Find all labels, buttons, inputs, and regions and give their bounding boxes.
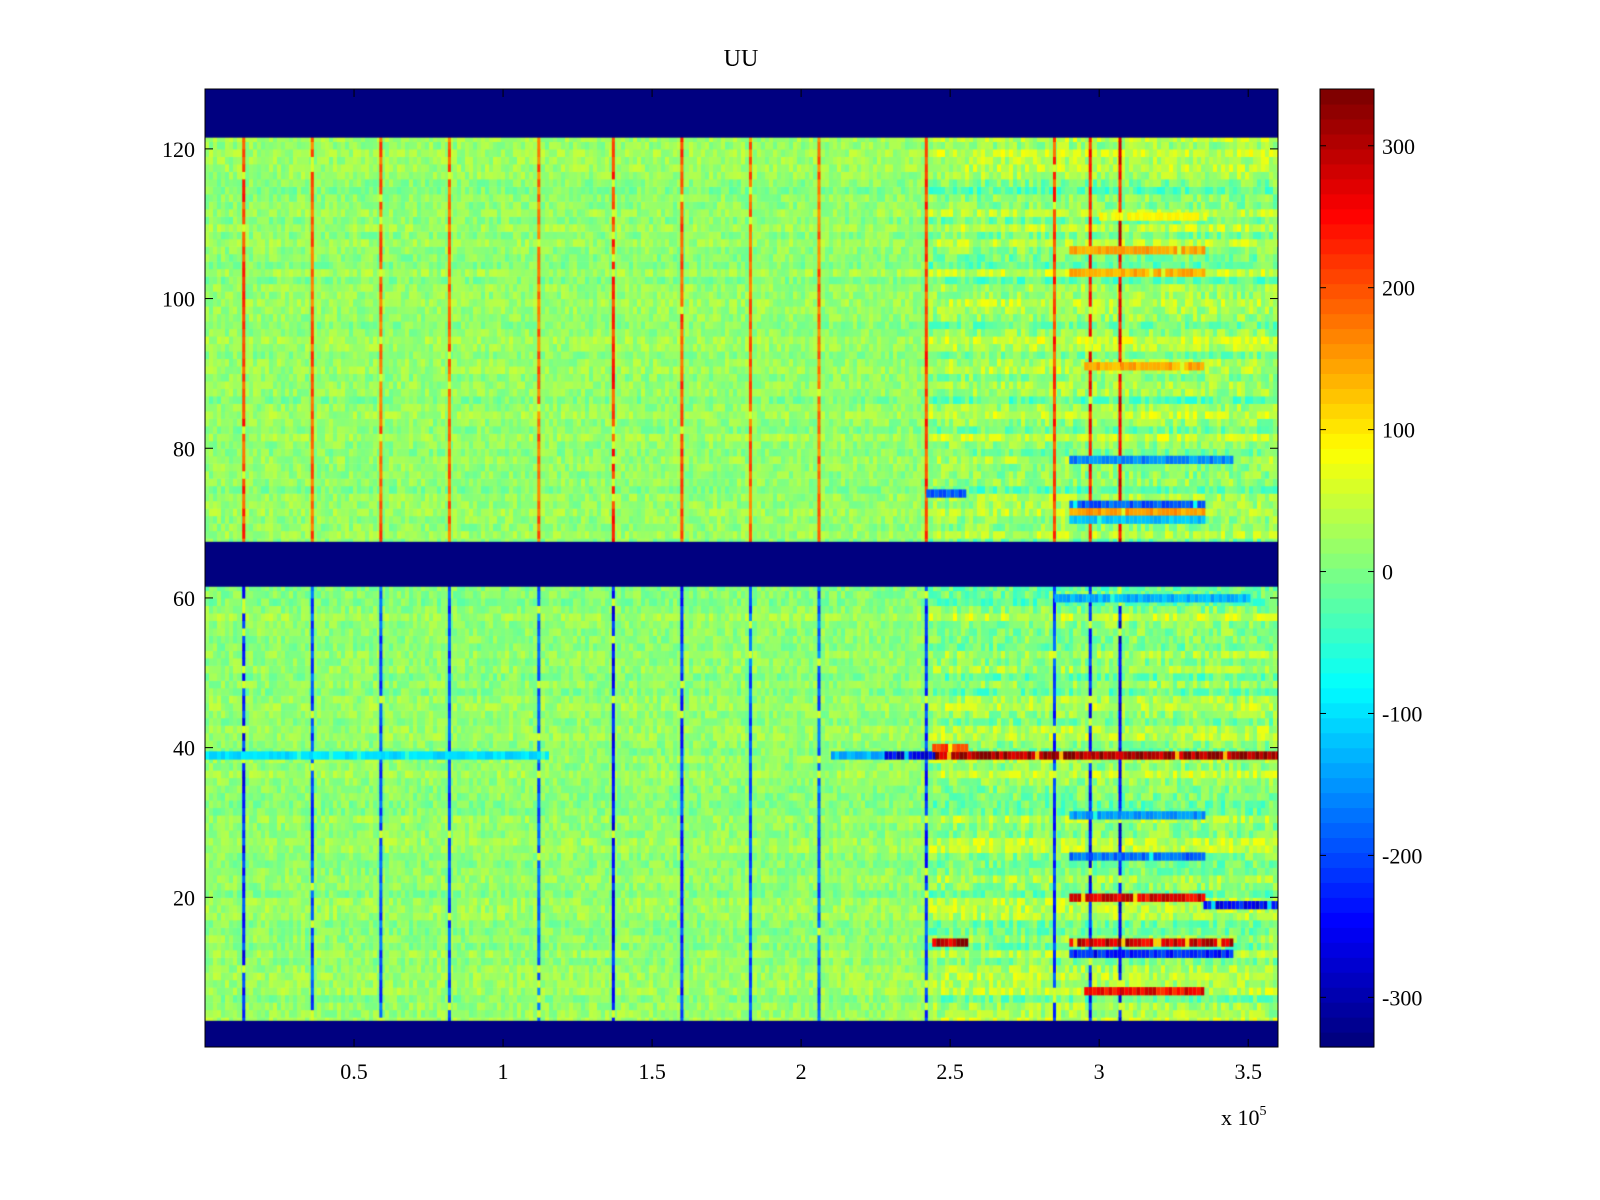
colorbar-swatch: [1320, 283, 1374, 300]
colorbar-swatch: [1320, 912, 1374, 928]
colorbar-swatch: [1320, 223, 1374, 240]
colorbar-swatch: [1320, 478, 1374, 494]
colorbar-swatch: [1320, 1002, 1374, 1018]
colorbar-swatch: [1320, 672, 1374, 689]
colorbar-swatch: [1320, 568, 1374, 584]
colorbar-tick-label: 300: [1382, 134, 1415, 159]
colorbar-swatch: [1320, 343, 1374, 360]
colorbar-swatch: [1320, 747, 1374, 764]
colorbar-swatch: [1320, 493, 1374, 509]
colorbar-swatch: [1320, 268, 1374, 285]
colorbar-tick-label: -200: [1382, 843, 1422, 868]
y-tick-label: 120: [162, 137, 195, 162]
colorbar-swatch: [1320, 553, 1374, 569]
x-axis-multiplier: x 105: [1221, 1104, 1267, 1130]
colorbar-swatch: [1320, 657, 1374, 674]
x-tick-label: 2.5: [936, 1059, 964, 1084]
colorbar-swatch: [1320, 388, 1374, 404]
colorbar-swatch: [1320, 133, 1374, 150]
colorbar-swatch: [1320, 538, 1374, 554]
axes-frame: [204, 88, 1279, 1048]
colorbar-frame: [1319, 88, 1375, 1048]
colorbar-swatch: [1320, 582, 1374, 599]
y-tick-label: 80: [173, 436, 195, 461]
colorbar-swatch: [1320, 313, 1374, 330]
colorbar-swatch: [1320, 433, 1374, 449]
heatmap-image: [205, 89, 1278, 1047]
colorbar-swatch: [1320, 103, 1374, 120]
y-tick-label: 20: [173, 885, 195, 910]
x-tick-label: 1.5: [638, 1059, 666, 1084]
colorbar-swatch: [1320, 777, 1374, 794]
colorbar-swatch: [1320, 523, 1374, 539]
colorbar-swatch: [1320, 642, 1374, 659]
colorbar-swatch: [1320, 163, 1374, 180]
colorbar-swatch: [1320, 118, 1374, 135]
colorbar-swatch: [1320, 358, 1374, 375]
colorbar-swatch: [1320, 1017, 1374, 1033]
colorbar-swatch: [1320, 148, 1374, 165]
colorbar-swatch: [1320, 792, 1374, 809]
colorbar-swatch: [1320, 702, 1374, 719]
y-tick-label: 100: [162, 287, 195, 312]
colorbar-swatch: [1320, 208, 1374, 225]
colorbar-axis: 300 200 100 0 -100 -200 -300: [1320, 134, 1422, 1010]
colorbar-swatch: [1320, 328, 1374, 345]
colorbar-tick-label: 100: [1382, 418, 1415, 443]
colorbar-tick-label: -100: [1382, 701, 1422, 726]
x-tick-label: 2: [796, 1059, 807, 1084]
colorbar-swatch: [1320, 927, 1374, 943]
x-multiplier-base: x 10: [1221, 1105, 1260, 1130]
colorbar-swatch: [1320, 253, 1374, 270]
colorbar-swatch: [1320, 418, 1374, 434]
colorbar-tick-label: -300: [1382, 985, 1422, 1010]
y-tick-label: 40: [173, 736, 195, 761]
x-multiplier-exponent: 5: [1260, 1104, 1267, 1119]
colorbar-swatch: [1320, 942, 1374, 958]
x-tick-label: 3.5: [1234, 1059, 1262, 1084]
colorbar-swatch: [1320, 463, 1374, 479]
colorbar-swatch: [1320, 508, 1374, 524]
colorbar-swatch: [1320, 687, 1374, 704]
colorbar-swatch: [1320, 972, 1374, 988]
colorbar-swatch: [1320, 597, 1374, 614]
colorbar-swatch: [1320, 867, 1374, 883]
x-tick-label: 0.5: [340, 1059, 368, 1084]
colorbar-swatch: [1320, 822, 1374, 839]
colorbar-swatch: [1320, 178, 1374, 195]
x-tick-label: 3: [1094, 1059, 1105, 1084]
colorbar-swatch: [1320, 987, 1374, 1003]
x-tick-label: 1: [498, 1059, 509, 1084]
colorbar-swatch: [1320, 717, 1374, 734]
colorbar-swatch: [1320, 89, 1374, 105]
x-axis: 0.5 1 1.5 2 2.5 3 3.5: [340, 89, 1262, 1084]
colorbar-swatch: [1320, 627, 1374, 644]
colorbar: [1320, 89, 1374, 1048]
colorbar-swatch: [1320, 298, 1374, 315]
colorbar-tick-label: 0: [1382, 560, 1393, 585]
colorbar-swatch: [1320, 1032, 1374, 1048]
y-axis: 20 40 60 80 100 120: [162, 137, 1278, 910]
colorbar-swatch: [1320, 403, 1374, 419]
colorbar-swatch: [1320, 897, 1374, 913]
colorbar-swatch: [1320, 612, 1374, 629]
heatmap-raster: [205, 89, 1278, 1047]
chart-title: UU: [724, 46, 759, 72]
colorbar-swatch: [1320, 448, 1374, 464]
colorbar-swatch: [1320, 238, 1374, 255]
colorbar-swatch: [1320, 852, 1374, 868]
colorbar-swatch: [1320, 762, 1374, 779]
colorbar-swatch: [1320, 732, 1374, 749]
colorbar-swatch: [1320, 837, 1374, 854]
colorbar-tick-label: 200: [1382, 276, 1415, 301]
colorbar-swatch: [1320, 882, 1374, 898]
colorbar-swatch: [1320, 373, 1374, 389]
colorbar-swatch: [1320, 957, 1374, 973]
y-tick-label: 60: [173, 586, 195, 611]
colorbar-swatch: [1320, 807, 1374, 824]
colorbar-swatch: [1320, 193, 1374, 210]
